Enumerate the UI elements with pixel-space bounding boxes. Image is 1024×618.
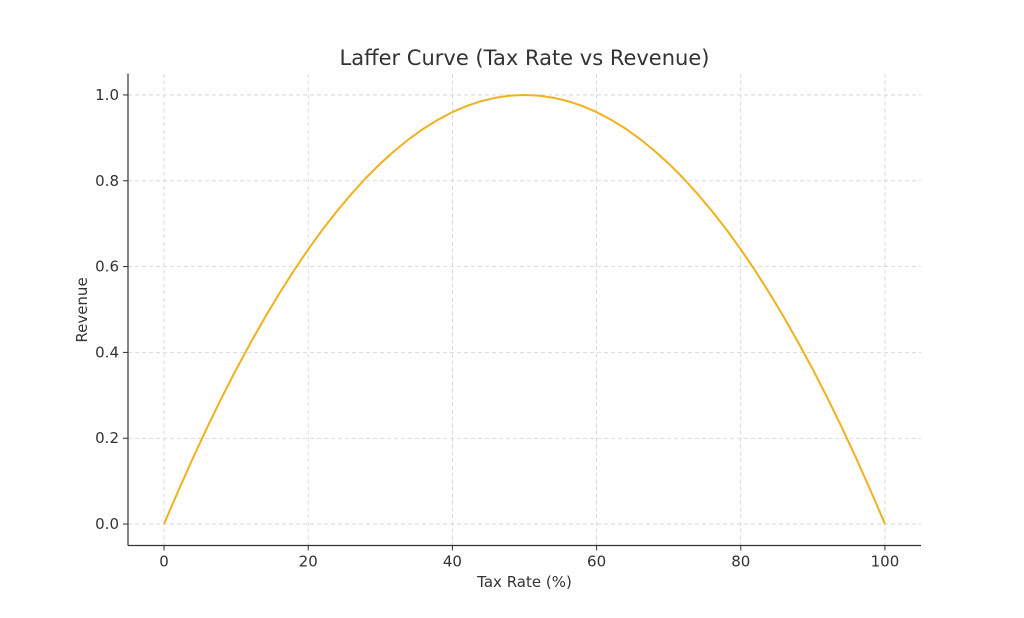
x-tick-label: 0 [159, 553, 169, 571]
y-tick-label: 1.0 [95, 86, 119, 104]
y-tick-label: 0.6 [95, 258, 119, 276]
x-tick-label: 100 [871, 553, 900, 571]
x-axis-label: Tax Rate (%) [476, 573, 572, 591]
x-tick-label: 20 [299, 553, 318, 571]
y-tick-label: 0.2 [95, 429, 119, 447]
chart-title: Laffer Curve (Tax Rate vs Revenue) [340, 46, 710, 70]
grid [128, 73, 921, 546]
x-tick-label: 60 [587, 553, 606, 571]
series-line-revenue [163, 94, 886, 525]
y-axis-label: Revenue [73, 277, 91, 342]
y-tick-label: 0.8 [95, 172, 119, 190]
axes: 0 20 40 60 80 100 0.0 0.2 0.4 0.6 0.8 1.0 [95, 73, 921, 571]
series-lines [163, 94, 886, 525]
x-tick-label: 80 [731, 553, 750, 571]
y-tick-label: 0.4 [95, 343, 119, 361]
x-tick-label: 40 [443, 553, 462, 571]
y-tick-label: 0.0 [95, 515, 119, 533]
